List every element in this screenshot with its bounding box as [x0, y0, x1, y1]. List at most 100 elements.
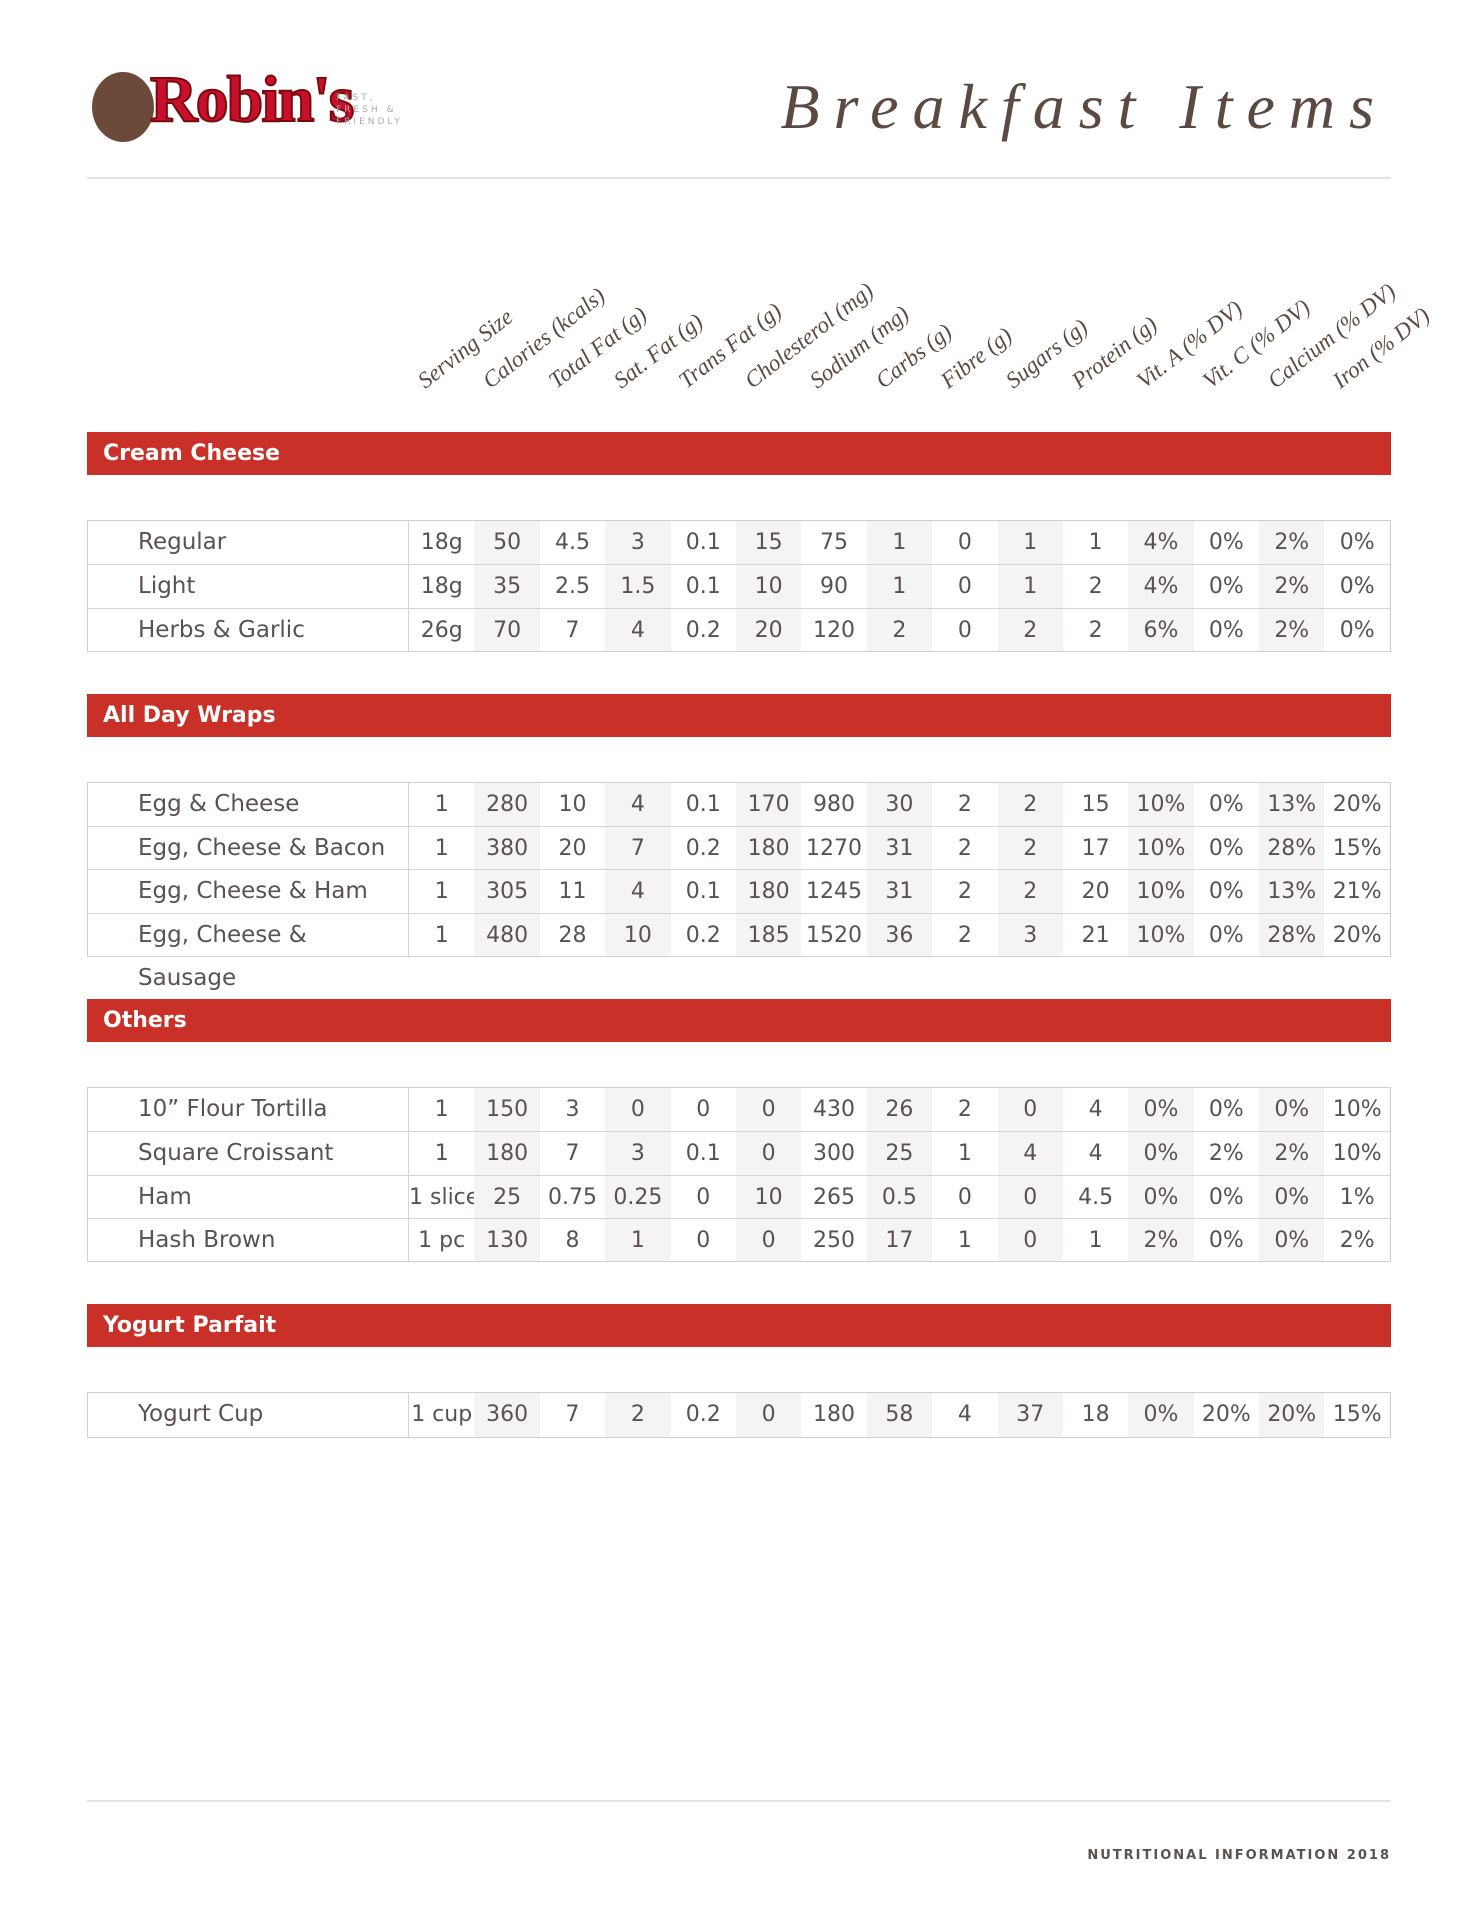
- table-cell: 280: [474, 782, 540, 827]
- table-cell: 8: [565, 1227, 580, 1253]
- table-cell: 0%: [1208, 617, 1244, 643]
- table-cell: 10%: [1332, 1141, 1382, 1167]
- table-cell: 4.5: [554, 530, 590, 555]
- table-cell: 0%: [1339, 530, 1375, 555]
- table-cell: 21%: [1332, 879, 1382, 905]
- footer: NUTRITIONAL INFORMATION 2018: [1087, 1848, 1391, 1863]
- table-cell: 1: [434, 791, 449, 817]
- table-cell: 2.5: [554, 574, 590, 600]
- table-cell: 0: [735, 1088, 802, 1132]
- table-cell: 0%: [1208, 530, 1244, 555]
- table-cell: 18g: [420, 574, 463, 600]
- table-cell: 10%: [1128, 870, 1194, 913]
- table-cell: 0%: [1259, 1175, 1325, 1218]
- table-cell: 0: [957, 530, 972, 555]
- table-cell: 1: [957, 1227, 972, 1253]
- table-cell: 0: [696, 1097, 711, 1123]
- table-cell: 15: [1081, 791, 1110, 817]
- table-cell: 1: [434, 922, 449, 948]
- table-cell: 2%: [1259, 521, 1325, 565]
- table-cell: 250: [813, 1227, 856, 1253]
- table-cell: 1 cup: [411, 1402, 473, 1428]
- item-name: Hash Brown: [88, 1218, 409, 1262]
- table-cell: 30: [866, 782, 933, 827]
- table-cell: 0%: [1128, 1393, 1194, 1437]
- table-cell: 4: [1088, 1097, 1103, 1123]
- table-cell: 180: [735, 870, 802, 913]
- table-cell: 1: [997, 565, 1063, 608]
- table-cell: 1270: [806, 836, 863, 862]
- table-cell: 0: [957, 617, 972, 643]
- table-cell: 15%: [1332, 1402, 1382, 1428]
- table-cell: 2: [957, 922, 972, 948]
- table-cell: 0.2: [685, 617, 721, 643]
- table-cell: 1 pc: [418, 1227, 466, 1253]
- table-cell: 0.2: [685, 1402, 721, 1428]
- table-cell: 1.5: [605, 565, 671, 608]
- table-cell: 18: [1081, 1402, 1110, 1428]
- table-cell: 980: [813, 791, 856, 817]
- table-cell: 20: [735, 608, 802, 651]
- section-title: Others: [87, 999, 1391, 1043]
- table-cell: 0: [735, 1132, 802, 1175]
- table-cell: 11: [558, 879, 587, 905]
- table-cell: 0%: [1128, 1088, 1194, 1132]
- table-cell: 2: [1088, 574, 1103, 600]
- tagline-line: FRIENDLY: [336, 117, 403, 127]
- table-cell: 0%: [1259, 1088, 1325, 1132]
- table-cell: 1: [1088, 530, 1103, 555]
- table-cell: 10%: [1332, 1097, 1382, 1123]
- table-cell: 0.2: [685, 836, 721, 862]
- table-cell: 0: [957, 574, 972, 600]
- table-cell: 0%: [1259, 1218, 1325, 1262]
- table-cell: 20%: [1201, 1402, 1251, 1428]
- table-cell: 0.1: [685, 530, 721, 555]
- table-cell: 26: [866, 1088, 933, 1132]
- table-cell: 2: [997, 782, 1063, 827]
- item-name: Herbs & Garlic: [88, 608, 409, 651]
- table-row: Ham 1 slice 25 0.75 0.25 0 10 265 0.5 0 0 4.5 0% 0% 0%…: [88, 1174, 1390, 1218]
- table-cell: 2: [957, 1097, 972, 1123]
- table-cell: 2: [605, 1393, 671, 1437]
- table-cell: 2%: [1259, 608, 1325, 651]
- table-cell: 305: [474, 870, 540, 913]
- table-cell: 1: [1088, 1227, 1103, 1253]
- section-title: All Day Wraps: [87, 693, 1391, 737]
- table-cell: 1: [957, 1141, 972, 1167]
- table-cell: 90: [820, 574, 849, 600]
- table-cell: 0: [997, 1088, 1063, 1132]
- table-row: Herbs & Garlic 26g 70 7 4 0.2 20 120 2 0 2 2 6% 0% 2% 0…: [88, 607, 1390, 651]
- table-cell: 28%: [1259, 827, 1325, 870]
- table-cell: 2: [866, 608, 933, 651]
- table-cell: 430: [813, 1097, 856, 1123]
- table-cell: 180: [735, 827, 802, 870]
- table-row: 10” Flour Tortilla 1 150 3 0 0 0 430 26 2 0 4 0% 0% 0%…: [88, 1088, 1390, 1132]
- table-cell: 360: [474, 1393, 540, 1437]
- section-title: Cream Cheese: [87, 432, 1391, 475]
- table-cell: 13%: [1259, 782, 1325, 827]
- table-cell: 1: [434, 1141, 449, 1167]
- table-cell: 3: [605, 1132, 671, 1175]
- table-row: Egg, Cheese & Ham 1 305 11 4 0.1 180 1245 31 2 2 20…: [88, 869, 1390, 913]
- item-name: Light: [88, 565, 409, 608]
- table-cell: 0%: [1128, 1175, 1194, 1218]
- table-cell: 0%: [1208, 1227, 1244, 1253]
- table-cell: 70: [474, 608, 540, 651]
- table-cell: 25: [866, 1132, 933, 1175]
- table-cell: 0: [605, 1088, 671, 1132]
- table-cell: 7: [565, 1141, 580, 1167]
- table-cell: 0%: [1208, 1097, 1244, 1123]
- table-cell: 0%: [1208, 922, 1244, 948]
- item-name: Egg, Cheese & Sausage: [88, 913, 409, 991]
- table-cell: 6%: [1128, 608, 1194, 651]
- table-cell: 0.75: [547, 1184, 597, 1210]
- item-name: Egg, Cheese & Ham: [88, 870, 409, 913]
- table-cell: 1: [434, 1097, 449, 1123]
- item-name: Egg & Cheese: [88, 782, 409, 827]
- table-cell: 1245: [806, 879, 863, 905]
- table-cell: 1: [997, 521, 1063, 565]
- item-name: Ham: [88, 1175, 409, 1218]
- table-cell: 15: [735, 521, 802, 565]
- table-cell: 0%: [1208, 879, 1244, 905]
- table-cell: 7: [565, 617, 580, 643]
